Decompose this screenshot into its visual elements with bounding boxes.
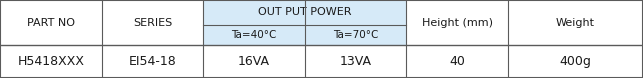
Bar: [406, 45, 508, 78]
Text: Ta=40°C: Ta=40°C: [231, 30, 276, 40]
Bar: [305, 25, 406, 45]
Text: Weight: Weight: [556, 18, 595, 28]
Text: Height (mm): Height (mm): [422, 18, 493, 28]
Bar: [508, 45, 643, 78]
Text: 13VA: 13VA: [340, 55, 372, 68]
Bar: [203, 0, 406, 25]
Text: EI54-18: EI54-18: [129, 55, 176, 68]
Text: 40: 40: [449, 55, 465, 68]
Text: Ta=70°C: Ta=70°C: [333, 30, 378, 40]
Text: H5418XXX: H5418XXX: [17, 55, 84, 68]
Text: SERIES: SERIES: [132, 18, 172, 28]
Bar: [0, 45, 102, 78]
Bar: [203, 25, 305, 45]
Bar: [203, 45, 305, 78]
Text: PART NO: PART NO: [27, 18, 75, 28]
Bar: [305, 45, 406, 78]
Text: OUT PUT POWER: OUT PUT POWER: [258, 7, 352, 17]
Bar: [406, 0, 508, 45]
Bar: [102, 45, 203, 78]
Text: 16VA: 16VA: [238, 55, 270, 68]
Bar: [102, 0, 203, 45]
Bar: [508, 0, 643, 45]
Text: 400g: 400g: [559, 55, 592, 68]
Bar: [0, 0, 102, 45]
